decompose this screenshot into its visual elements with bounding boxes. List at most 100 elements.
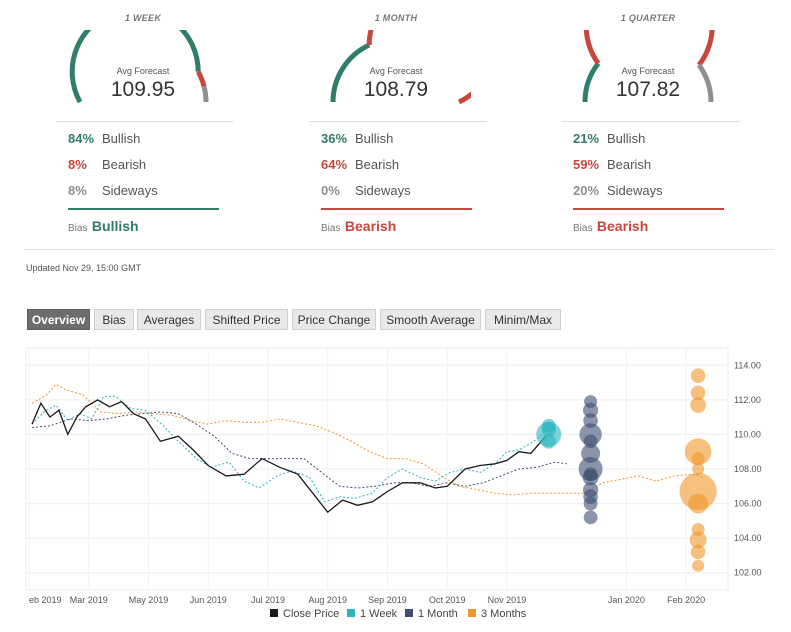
tab-shifted-price[interactable]: Shifted Price — [205, 309, 288, 330]
stats-divider — [562, 121, 740, 122]
stat-label: Bullish — [102, 131, 141, 146]
bias-underline — [68, 208, 219, 210]
gauge-segment-bullish — [582, 61, 601, 103]
stat-label: Bullish — [355, 131, 394, 146]
stat-pct: 8% — [68, 183, 87, 198]
x-tick-label: Mar 2019 — [70, 595, 108, 605]
x-tick-label: Nov 2019 — [488, 595, 527, 605]
forecast-bubble-month — [583, 496, 598, 511]
forecast-bubble-week — [541, 434, 557, 449]
gauge-segment-bearish — [583, 30, 715, 67]
forecast-bubble-quarter — [684, 438, 712, 466]
forecast-bubble-month — [583, 467, 598, 482]
x-tick-label: Oct 2019 — [429, 595, 466, 605]
forecast-chart: 114.00 112.00 110.00 108.00 106.00 104.00 102.… — [25, 347, 762, 620]
y-tick-label: 112.00 — [734, 395, 761, 405]
forecast-bubble-week — [541, 418, 556, 433]
forecast-bubble-month — [583, 413, 598, 428]
bias-indicator: Bias Bearish — [573, 218, 648, 236]
stat-pct: 8% — [68, 157, 87, 172]
tab-overview[interactable]: Overview — [27, 309, 90, 330]
y-tick-label: 108.00 — [734, 464, 762, 474]
forecast-bubble-quarter — [690, 368, 706, 383]
gauge-arc — [582, 30, 715, 103]
legend-swatch-week — [347, 609, 355, 617]
gauge-segment-sideways — [696, 63, 714, 103]
stat-pct: 21% — [573, 131, 600, 146]
y-tick-label: 104.00 — [734, 533, 762, 543]
forecast-bubble-quarter — [692, 463, 705, 475]
x-tick-label: Feb 2020 — [667, 595, 705, 605]
x-tick-label: May 2019 — [129, 595, 169, 605]
stat-label: Bearish — [607, 157, 652, 172]
tab-averages[interactable]: Averages — [137, 309, 201, 330]
avg-forecast-value: 109.95 — [110, 78, 176, 101]
gauge-period: 1 WEEK — [124, 13, 162, 23]
bias-value: Bullish — [91, 218, 139, 234]
gauge-segment-bullish — [69, 30, 201, 104]
stat-label: Bullish — [607, 131, 646, 146]
tab-smooth-average[interactable]: Smooth Average — [380, 309, 481, 330]
x-tick-label: Sep 2019 — [368, 595, 407, 605]
stat-pct: 59% — [573, 157, 600, 172]
forecast-bubble-quarter — [689, 531, 707, 549]
avg-forecast-label: Avg Forecast — [621, 66, 675, 76]
bias-indicator: Bias Bullish — [68, 218, 139, 236]
stat-pct: 84% — [68, 131, 95, 146]
forecast-bubble-quarter — [692, 559, 705, 572]
forecast-bubble-month — [582, 402, 599, 418]
gauge-card-1-week: 1 WEEK Avg Forecast 109.95 — [43, 0, 243, 240]
stat-label: Sideways — [102, 183, 158, 198]
y-tick-label: 106.00 — [734, 499, 762, 509]
legend-swatch-close — [270, 609, 278, 617]
tab-bias[interactable]: Bias — [94, 309, 134, 330]
x-tick-label: Aug 2019 — [308, 595, 347, 605]
x-tick-label: Jan 2020 — [608, 595, 645, 605]
stat-label: Bearish — [102, 157, 147, 172]
bias-underline — [321, 208, 472, 210]
gauge-card-1-quarter: 1 QUARTER Avg Forecast 107.82 — [548, 0, 748, 240]
stat-label: Sideways — [355, 183, 411, 198]
legend-label-week[interactable]: 1 Week — [360, 608, 398, 620]
x-tick-label: eb 2019 — [29, 595, 62, 605]
stats-divider — [309, 121, 487, 122]
legend-swatch-quarter — [468, 609, 476, 617]
gauge-period: 1 QUARTER — [620, 13, 676, 23]
series-line-close — [31, 399, 547, 514]
legend-label-quarter[interactable]: 3 Months — [481, 608, 527, 620]
y-tick-label: 102.00 — [734, 568, 762, 578]
forecast-bubble-quarter — [690, 385, 706, 401]
stat-label: Sideways — [607, 183, 663, 198]
bias-label: Bias — [573, 223, 593, 234]
stat-pct: 0% — [321, 183, 340, 198]
series-line-week — [31, 395, 544, 503]
bias-value: Bearish — [344, 218, 397, 234]
stat-label: Bearish — [355, 157, 400, 172]
tab-minim-max[interactable]: Minim/Max — [485, 309, 561, 330]
gauge-card-1-month: 1 MONTH Avg Forecast 108.79 — [296, 0, 496, 240]
x-tick-label: Jul 2019 — [251, 595, 285, 605]
gauge-segment-bearish — [195, 70, 207, 88]
stat-pct: 64% — [321, 157, 348, 172]
bias-label: Bias — [321, 223, 341, 234]
legend-label-month[interactable]: 1 Month — [418, 608, 458, 620]
avg-forecast-label: Avg Forecast — [116, 66, 170, 76]
stat-pct: 20% — [573, 183, 600, 198]
gauge-arc — [330, 30, 471, 105]
forecast-bubble-month — [583, 434, 598, 449]
x-tick-label: Jun 2019 — [190, 595, 227, 605]
section-divider — [24, 249, 774, 250]
gauge-period: 1 MONTH — [374, 13, 418, 23]
forecast-bubble-quarter — [690, 397, 707, 413]
forecast-bubble-quarter — [691, 452, 705, 466]
avg-forecast-value: 107.82 — [615, 78, 681, 101]
forecast-bubble-quarter — [688, 493, 709, 514]
y-tick-label: 110.00 — [734, 429, 761, 439]
forecast-bubble-quarter — [690, 544, 706, 560]
gauge-segment-sideways — [201, 85, 209, 103]
avg-forecast-value: 108.79 — [363, 78, 429, 101]
tab-price-change[interactable]: Price Change — [292, 309, 376, 330]
avg-forecast-label: Avg Forecast — [369, 66, 423, 76]
stat-pct: 36% — [321, 131, 348, 146]
legend-label-close[interactable]: Close Price — [283, 608, 339, 620]
